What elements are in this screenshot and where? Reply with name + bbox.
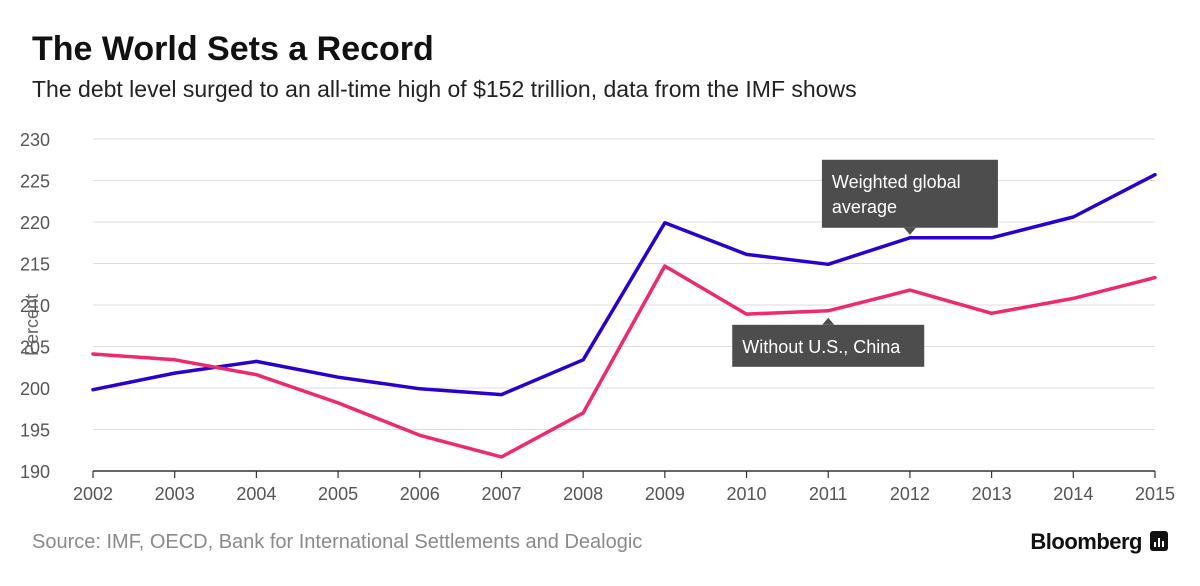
annotation-without-us-china-text: Without U.S., China	[742, 337, 901, 357]
x-tick-label: 2015	[1135, 484, 1175, 504]
y-tick-label: 225	[20, 172, 50, 192]
x-tick-label: 2006	[400, 484, 440, 504]
brand-logo: Bloomberg	[1030, 529, 1142, 554]
x-tick-label: 2012	[890, 484, 930, 504]
x-tick-label: 2005	[318, 484, 358, 504]
y-tick-label: 220	[20, 213, 50, 233]
annotation-weighted-global-average-box	[821, 159, 998, 228]
chart-title: The World Sets a Record	[32, 30, 434, 68]
series-line-weighted-global-average	[91, 172, 1157, 397]
annotation-weighted-global-average-pointer	[903, 227, 916, 235]
source-note: Source: IMF, OECD, Bank for Internationa…	[32, 531, 643, 553]
x-tick-label: 2011	[809, 484, 848, 504]
y-tick-label: 210	[20, 296, 50, 316]
annotation-weighted-global-average-text: Weighted global	[832, 172, 961, 192]
y-tick-label: 195	[20, 421, 50, 441]
x-tick-label: 2009	[645, 484, 685, 504]
x-tick-label: 2014	[1053, 484, 1093, 504]
x-tick-label: 2008	[563, 484, 603, 504]
bloomberg-bars-icon	[1150, 531, 1168, 551]
x-tick-label: 2003	[155, 484, 195, 504]
x-tick-label: 2010	[727, 484, 767, 504]
annotation-without-us-china-pointer	[822, 317, 835, 325]
series-line-without-us-china	[91, 264, 1157, 459]
annotation-without-us-china-box	[732, 324, 925, 367]
annotation-weighted-global-average-text: average	[832, 197, 897, 217]
x-tick-label: 2013	[972, 484, 1012, 504]
chart-subtitle: The debt level surged to an all-time hig…	[32, 76, 857, 102]
x-tick-label: 2002	[73, 484, 113, 504]
x-tick-label: 2004	[236, 484, 276, 504]
y-tick-label: 205	[20, 338, 50, 358]
y-tick-label: 215	[20, 255, 50, 275]
y-tick-label: 230	[20, 130, 50, 150]
x-tick-label: 2007	[481, 484, 521, 504]
y-tick-label: 190	[20, 462, 50, 482]
y-tick-label: 200	[20, 379, 50, 399]
y-axis-label: Percent	[22, 294, 42, 356]
